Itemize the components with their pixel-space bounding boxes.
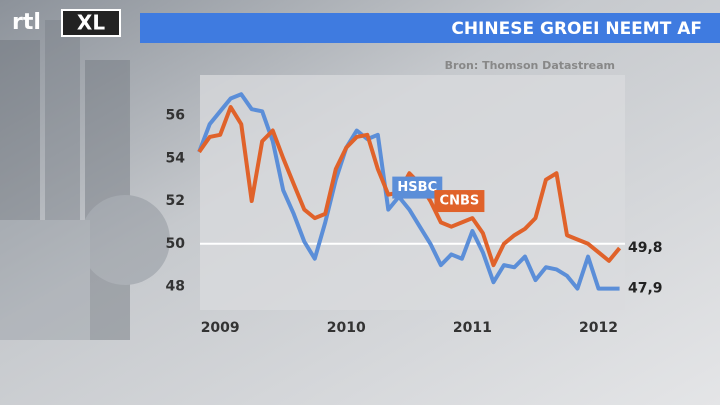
x-tick-label: 2012 [579,320,618,336]
chart-title: CHINESE GROEI NEEMT AF [451,19,702,39]
series-line [197,92,620,291]
legend-label: CNBS [440,194,480,209]
legend-box [392,176,443,199]
logo-box [61,9,121,37]
series-line [197,105,622,268]
source: Bron: Thomson Datastream [445,59,615,72]
end-label: 49,8 [628,240,663,256]
x-tick-label: 2009 [201,320,240,336]
legend-label: HSBC [397,180,437,195]
y-tick-label: 52 [166,193,185,209]
y-tick-label: 48 [166,279,185,295]
title-bar [140,13,720,43]
end-label: 47,9 [628,281,663,297]
x-tick-label: 2011 [453,320,492,336]
city-silhouette [0,20,170,340]
logo-product: XL [77,11,105,35]
y-tick-label: 54 [166,150,186,166]
logo-brand: rtl [12,10,41,35]
legend-box [434,190,485,213]
x-tick-label: 2010 [327,320,366,336]
y-tick-label: 56 [166,108,185,124]
y-tick-label: 50 [166,236,186,252]
